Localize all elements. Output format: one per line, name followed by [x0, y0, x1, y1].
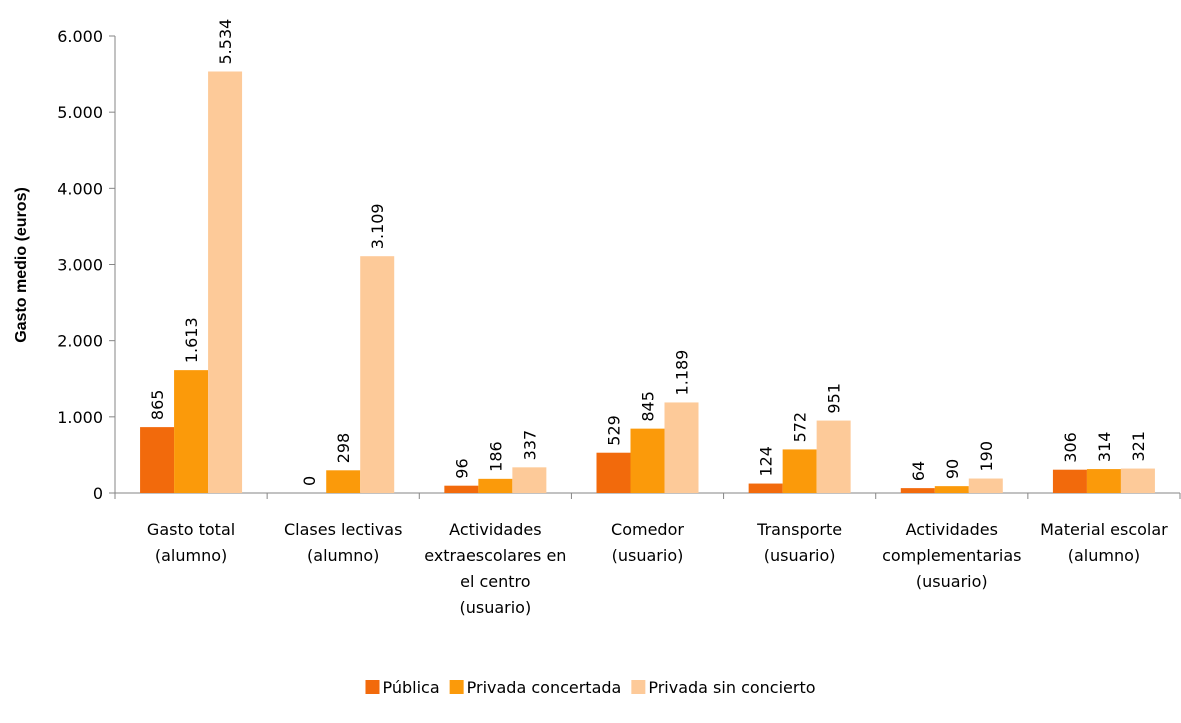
bar — [630, 428, 665, 493]
value-label: 314 — [1095, 432, 1114, 463]
legend-swatch — [365, 680, 380, 694]
legend-label: Privada sin concierto — [648, 678, 815, 697]
value-label: 96 — [452, 458, 471, 478]
x-tick-label-line: (usuario) — [612, 546, 684, 565]
bar — [934, 486, 969, 493]
x-tick-label-line: Actividades — [906, 520, 998, 539]
bar — [478, 478, 513, 493]
y-tick-label: 2.000 — [57, 332, 103, 351]
value-label: 529 — [605, 415, 624, 446]
legend-swatch — [449, 680, 464, 694]
value-label: 306 — [1061, 432, 1080, 463]
x-tick-label-line: Gasto total — [147, 520, 235, 539]
legend-label: Privada concertada — [467, 678, 622, 697]
value-label: 190 — [977, 441, 996, 472]
x-tick-label: Clases lectivas (alumno) — [284, 520, 402, 565]
y-tick-label: 6.000 — [57, 27, 103, 46]
bar — [596, 452, 631, 493]
x-tick-label: Gasto total (alumno) — [147, 520, 235, 565]
x-tick-label-line: el centro — [460, 572, 530, 591]
bar — [900, 488, 935, 493]
bar — [512, 467, 547, 493]
x-tick-label-line: Actividades — [449, 520, 541, 539]
x-tick-label-line: (usuario) — [764, 546, 836, 565]
value-label: 321 — [1129, 431, 1148, 462]
bar — [748, 483, 783, 493]
bar — [1086, 469, 1121, 493]
x-tick-label-line: Transporte — [756, 520, 842, 539]
x-tick-label-line: (alumno) — [155, 546, 227, 565]
bar — [360, 256, 395, 493]
value-label: 124 — [757, 446, 776, 477]
value-label: 865 — [148, 390, 167, 421]
y-axis-label: Gasto medio (euros) — [13, 187, 30, 343]
bar — [174, 370, 209, 493]
value-label: 1.613 — [182, 317, 201, 363]
x-tick-label: Actividades complementarias (usuario) — [882, 520, 1021, 591]
value-label: 90 — [943, 459, 962, 479]
value-label: 845 — [639, 391, 658, 422]
x-tick-label-line: (usuario) — [459, 598, 531, 617]
y-tick-label: 0 — [93, 484, 103, 503]
legend-label: Pública — [382, 678, 439, 697]
x-tick-label-line: (alumno) — [1068, 546, 1140, 565]
value-label: 337 — [520, 430, 539, 461]
x-tick-label: Transporte (usuario) — [756, 520, 842, 565]
value-label: 5.534 — [216, 19, 235, 65]
bar — [140, 427, 175, 493]
x-tick-label: Actividades extraescolares en el centro (us… — [424, 520, 566, 617]
value-label: 298 — [334, 433, 353, 464]
x-tick-label: Material escolar (alumno) — [1040, 520, 1168, 565]
bar — [208, 71, 243, 494]
x-tick-label-line: complementarias — [882, 546, 1021, 565]
bar — [326, 470, 361, 493]
x-tick-label: Comedor (usuario) — [611, 520, 684, 565]
value-label: 951 — [825, 383, 844, 414]
x-tick-label-line: Clases lectivas — [284, 520, 402, 539]
bar — [1120, 468, 1155, 493]
value-label: 0 — [300, 476, 319, 486]
y-tick-label: 5.000 — [57, 103, 103, 122]
legend: Pública Privada concertada Privada sin con… — [365, 678, 816, 697]
value-label: 186 — [486, 441, 505, 472]
y-tick-label: 1.000 — [57, 408, 103, 427]
x-tick-label-line: Material escolar — [1040, 520, 1168, 539]
bar — [664, 402, 699, 493]
y-tick-label: 3.000 — [57, 256, 103, 275]
legend-swatch — [631, 680, 646, 694]
bar — [816, 420, 851, 493]
value-label: 1.189 — [673, 350, 692, 396]
x-tick-label-line: extraescolares en — [424, 546, 566, 565]
x-tick-label-line: (usuario) — [916, 572, 988, 591]
value-label: 572 — [791, 412, 810, 443]
x-tick-label-line: (alumno) — [307, 546, 379, 565]
y-tick-label: 4.000 — [57, 179, 103, 198]
bar — [968, 478, 1003, 493]
bar — [444, 485, 479, 493]
value-label: 3.109 — [368, 203, 387, 249]
bar — [1052, 469, 1087, 493]
x-tick-label-line: Comedor — [611, 520, 684, 539]
value-label: 64 — [909, 461, 928, 481]
bar — [782, 449, 817, 493]
